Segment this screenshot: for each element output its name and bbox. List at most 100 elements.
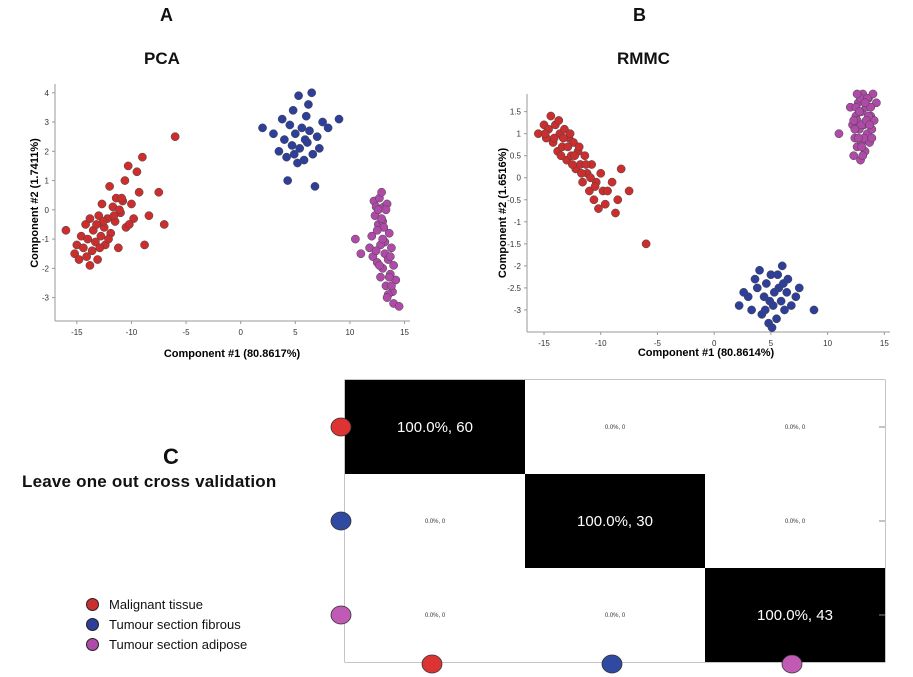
rmmc-point-series-0 [564,133,574,143]
legend-dot-malignant [86,597,99,611]
pca-point-series-0 [98,217,108,226]
pca-point-series-2 [376,272,385,282]
pca-point-series-0 [100,240,110,250]
rmmc-point-series-1 [779,279,788,288]
pca-point-series-1 [277,114,287,124]
pca-point-series-0 [117,193,126,203]
pca-point-series-1 [269,129,278,139]
rmmc-point-series-1 [772,314,781,324]
rmmc-point-series-1 [767,323,777,332]
pca-point-series-0 [70,249,80,259]
rmmc-point-series-1 [782,287,792,297]
pca-point-series-2 [391,275,401,285]
pca-point-series-2 [380,237,390,247]
pca-point-series-2 [385,269,395,279]
rmmc-point-series-2 [857,138,866,147]
rmmc-point-series-1 [777,261,787,271]
pca-point-series-1 [297,123,307,133]
rmmc-point-series-0 [582,168,592,178]
pca-point-series-2 [373,205,383,215]
rmmc-point-series-0 [540,129,550,139]
pca-point-series-1 [305,126,314,136]
pca-point-series-0 [108,202,118,212]
pca-point-series-0 [111,193,121,203]
rmmc-point-series-1 [769,287,779,297]
pca-y-label: Component #2 (1.7411%) [29,138,41,268]
pca-point-series-2 [351,234,360,244]
rmmc-point-series-2 [861,116,871,125]
rmmc-point-series-0 [594,204,603,213]
pca-point-series-1 [287,141,297,150]
pca-point-series-2 [394,302,404,311]
pca-point-series-0 [159,220,169,229]
pca-point-series-0 [134,187,144,197]
cm-cell [525,568,705,662]
pca-point-series-2 [371,246,381,256]
rmmc-point-series-2 [850,133,860,143]
pca-point-series-2 [378,263,388,273]
pca-point-series-0 [118,196,128,206]
pca-point-series-0 [170,132,180,142]
rmmc-point-series-2 [860,146,870,156]
pca-point-series-2 [377,214,386,223]
rmmc-point-series-2 [853,98,863,108]
cm-cell [345,380,525,474]
cm-frame [344,379,886,663]
rmmc-point-series-2 [869,116,879,125]
rmmc-point-series-0 [560,124,569,134]
rmmc-point-series-2 [845,102,855,112]
pca-point-series-2 [379,202,389,212]
rmmc-x-tick-label: 15 [880,339,889,348]
rmmc-point-series-2 [864,111,873,121]
rmmc-point-series-1 [768,301,778,310]
rmmc-point-series-0 [616,164,626,174]
pca-point-series-2 [372,258,382,267]
pca-point-series-2 [367,231,377,241]
pca-point-series-0 [87,246,97,256]
cm-row-marker [330,417,352,437]
pca-point-series-2 [375,193,384,203]
rmmc-y-tick-label: -3 [514,306,522,315]
rmmc-point-series-2 [865,120,874,130]
rmmc-point-series-1 [776,296,786,306]
rmmc-point-series-2 [849,151,859,161]
rmmc-point-series-0 [541,133,551,143]
rmmc-y-tick-label: 1.5 [510,108,522,117]
rmmc-point-series-2 [855,107,864,116]
rmmc-point-series-2 [857,120,866,130]
rmmc-point-series-1 [757,310,767,319]
pca-point-series-1 [307,88,317,98]
rmmc-point-series-2 [851,102,861,112]
rmmc-point-series-1 [760,305,770,315]
rmmc-point-series-0 [565,129,575,139]
rmmc-point-series-0 [558,133,568,143]
pca-point-series-2 [388,287,397,297]
rmmc-point-series-1 [765,296,775,306]
rmmc-point-series-0 [566,151,576,161]
pca-point-series-1 [304,100,313,109]
rmmc-point-series-2 [867,133,877,143]
cm-cell-label: 100.0%, 30 [577,513,653,530]
pca-point-series-0 [79,243,88,253]
pca-point-series-0 [129,214,138,223]
rmmc-point-series-0 [555,129,565,139]
pca-point-series-0 [82,252,92,261]
rmmc-point-series-2 [852,89,862,99]
rmmc-point-series-2 [859,133,869,143]
pca-title: PCA [144,49,180,68]
pca-point-series-0 [95,243,105,253]
rmmc-x-tick-label: -10 [595,339,607,348]
rmmc-point-series-0 [557,142,567,152]
rmmc-point-series-0 [600,199,610,209]
rmmc-y-tick-label: -2.5 [507,284,521,293]
rmmc-point-series-2 [862,129,872,139]
rmmc-point-series-2 [852,142,862,152]
pca-point-series-0 [138,152,147,162]
rmmc-point-series-2 [857,107,866,116]
pca-point-series-0 [154,187,164,197]
pca-point-series-2 [382,293,392,302]
confusion-matrix: 100.0%, 60 0.0%, 0 0.0%, 0 0.0%, 0 100.0%, 3… [330,379,886,674]
rmmc-x-tick-label: -5 [654,339,662,348]
pca-point-series-2 [383,255,393,264]
rmmc-point-series-0 [571,164,581,174]
